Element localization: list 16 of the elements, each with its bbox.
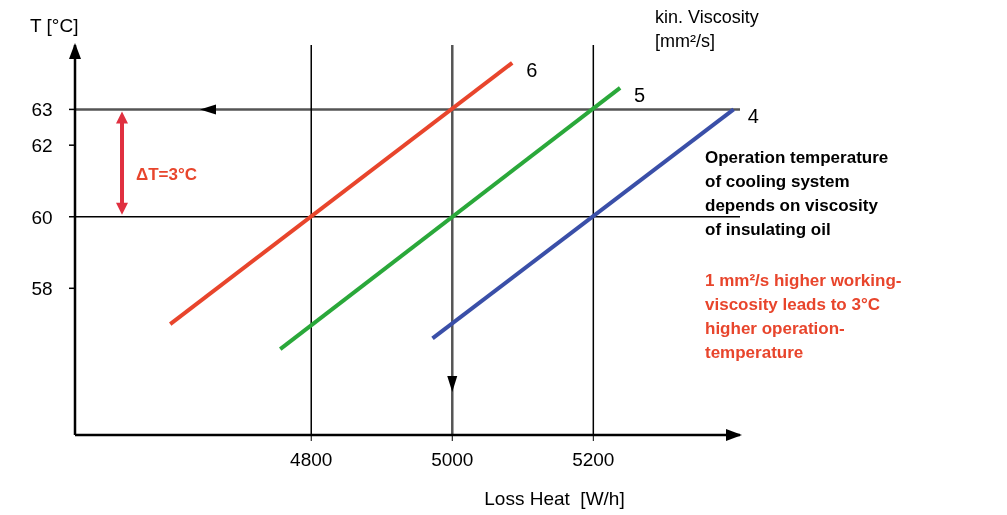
x-tick-label: 5000 xyxy=(431,449,474,470)
y-axis-title: T [°C] xyxy=(30,15,79,36)
annotation: ΔT=3°C xyxy=(136,165,198,184)
series-label: 5 xyxy=(634,83,646,106)
y-tick-label: 60 xyxy=(31,206,53,228)
series-label: 4 xyxy=(747,105,759,128)
x-tick-label: 4800 xyxy=(290,449,333,470)
x-axis-title: Loss Heat [W/h] xyxy=(484,488,625,509)
legend-title: kin. Viscosity [mm²/s] xyxy=(655,7,759,51)
y-tick-label: 63 xyxy=(31,99,53,121)
y-tick-label: 58 xyxy=(31,278,53,300)
x-tick-label: 5200 xyxy=(572,449,615,470)
annotation: 1 mm²/s higher working-viscosity leads to 3°C higher operation-temperature xyxy=(705,271,902,362)
y-tick-label: 62 xyxy=(31,135,53,157)
series-label: 6 xyxy=(526,58,538,81)
annotation: Operation temperature of cooling system depends on viscosity of insulating oil xyxy=(705,148,889,239)
